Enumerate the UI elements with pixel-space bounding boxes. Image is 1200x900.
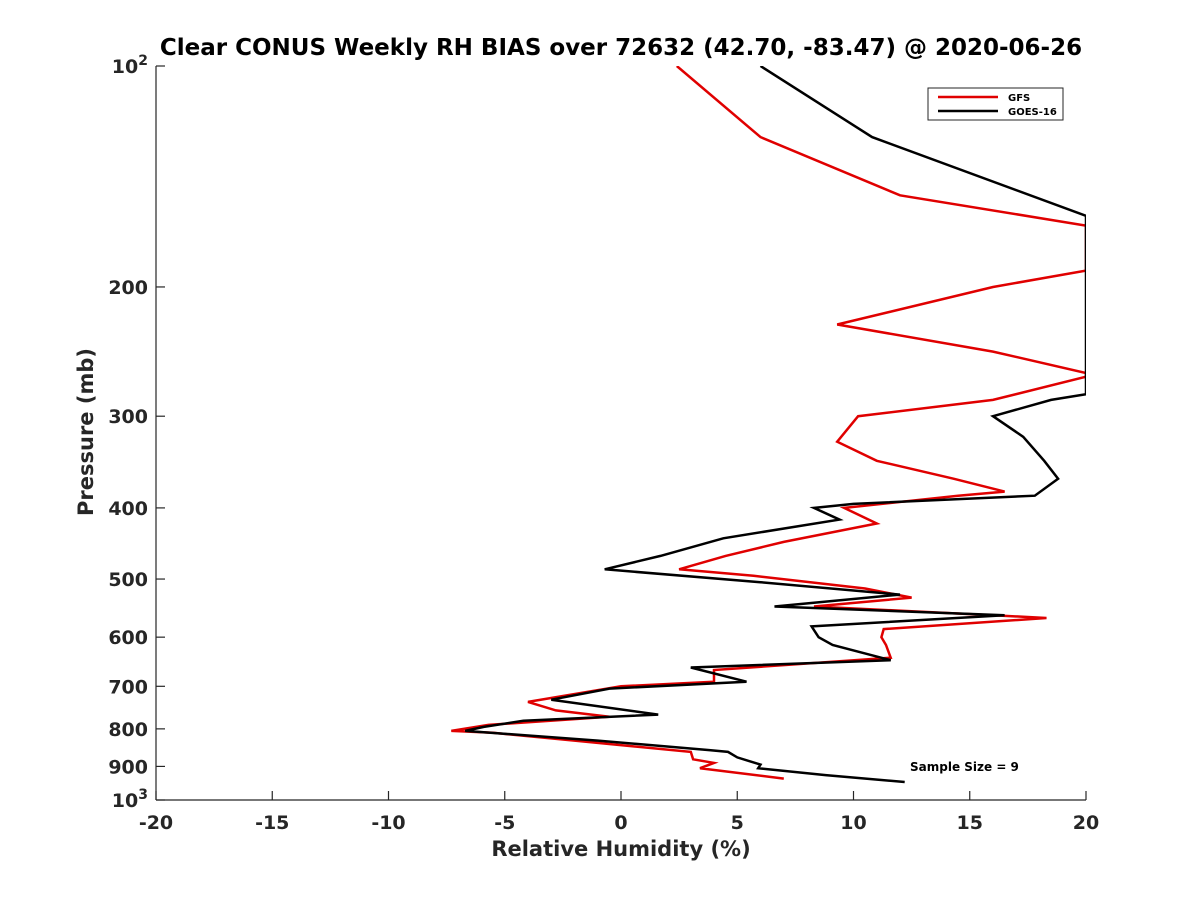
y-tick-label: 700 — [108, 676, 148, 698]
legend-box — [927, 87, 1064, 121]
legend: GFS GOES-16 — [927, 87, 1064, 121]
y-tick-label: 800 — [108, 719, 148, 741]
x-tick-label: -10 — [371, 812, 405, 834]
y-tick-label: 600 — [108, 627, 148, 649]
sample-size-annotation: Sample Size = 9 — [910, 760, 1019, 774]
x-tick-label: -20 — [139, 812, 173, 834]
x-tick-label: 5 — [731, 812, 744, 834]
x-tick-label: 10 — [840, 812, 866, 834]
y-tick-label: 400 — [108, 498, 148, 520]
axes: -20 -15 -10 -5 0 5 10 15 20 102 200 300 400 500 600 700… — [108, 53, 1099, 834]
x-tick-label: 20 — [1073, 812, 1099, 834]
series-layer — [451, 66, 1086, 784]
chart-title: Clear CONUS Weekly RH BIAS over 72632 (4… — [160, 35, 1082, 61]
series-line-goes-16 — [464, 66, 1086, 784]
y-tick-label: 500 — [108, 569, 148, 591]
y-tick-label: 900 — [108, 756, 148, 778]
x-tick-label: -5 — [494, 812, 515, 834]
y-tick-label: 103 — [112, 787, 148, 812]
legend-entry-label: GOES-16 — [1008, 107, 1057, 118]
x-axis-label: Relative Humidity (%) — [491, 837, 750, 861]
y-tick-label: 102 — [112, 53, 148, 78]
legend-entry-label: GFS — [1008, 93, 1030, 104]
series-line-gfs — [451, 66, 1086, 780]
x-tick-label: -15 — [255, 812, 289, 834]
x-tick-label: 15 — [957, 812, 983, 834]
y-axis-label: Pressure (mb) — [74, 348, 98, 516]
x-tick-label: 0 — [614, 812, 627, 834]
y-tick-label: 300 — [108, 406, 148, 428]
y-tick-label: 200 — [108, 277, 148, 299]
